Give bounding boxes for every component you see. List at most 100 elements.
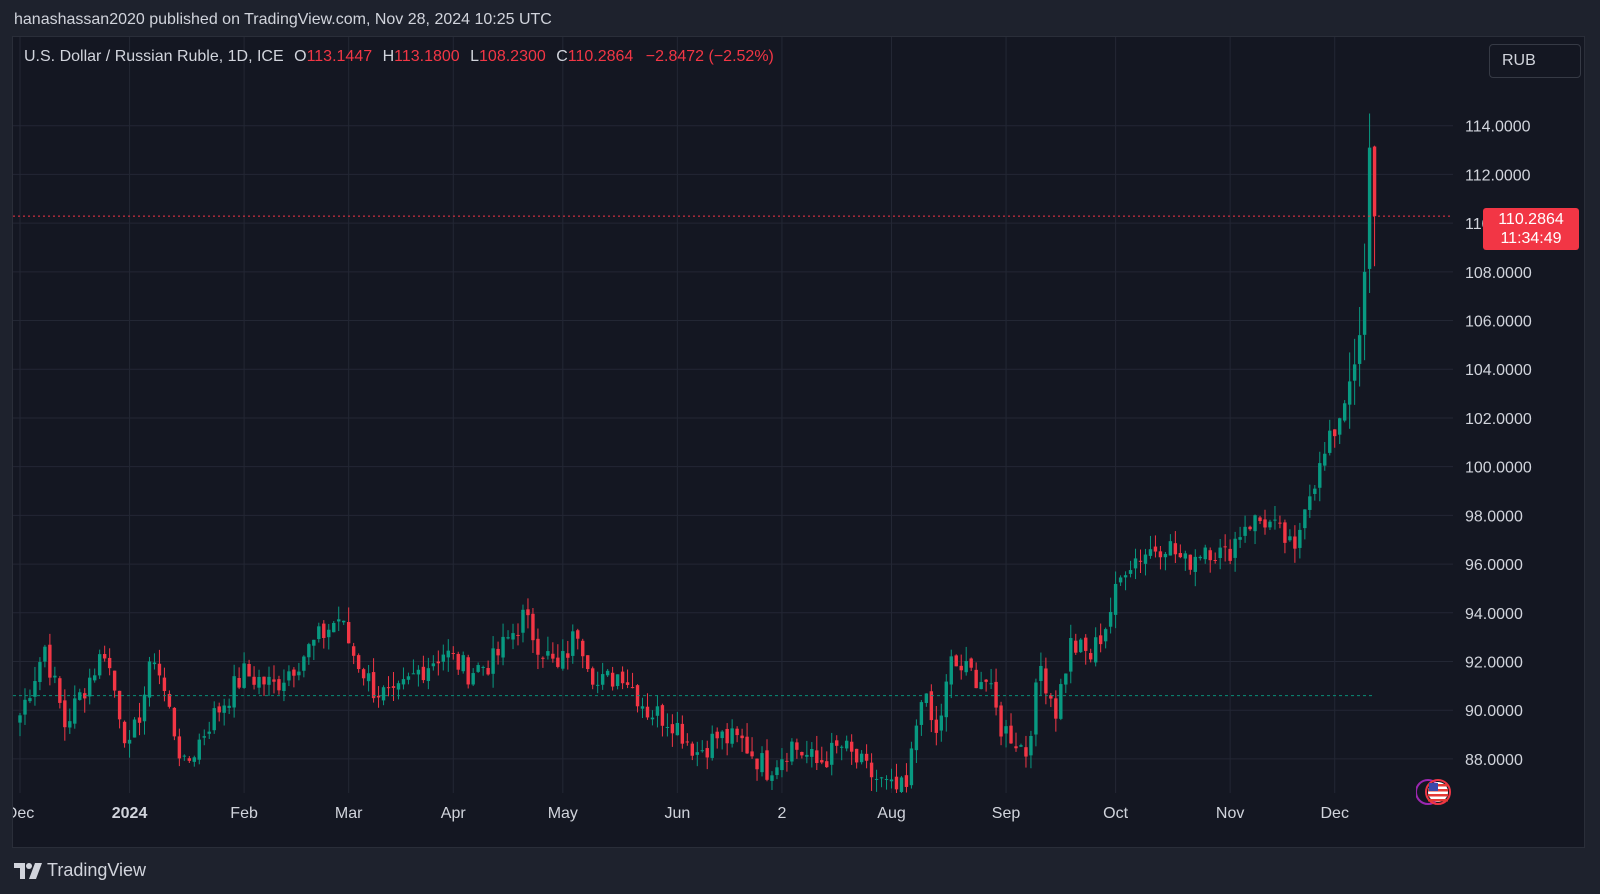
x-tick-label: Apr [441, 805, 467, 822]
candle-body [446, 650, 450, 658]
candle-body [1133, 558, 1138, 569]
candle-body [287, 671, 291, 681]
currency-button[interactable]: RUB [1489, 44, 1581, 78]
candle-body [346, 622, 351, 644]
candle-body [1298, 529, 1302, 548]
candle-body [840, 746, 844, 748]
chart-panel[interactable]: 114.0000112.0000110.0000108.0000106.0000… [12, 36, 1585, 848]
candle-body [740, 735, 744, 739]
candle-body [1223, 546, 1227, 548]
candle-body [127, 739, 132, 744]
candle-body [366, 673, 371, 682]
candle-body [919, 702, 924, 725]
candle-body [187, 758, 192, 761]
us-flag-event-icon[interactable] [1416, 778, 1462, 806]
candle-body [1362, 271, 1367, 335]
candle-body [969, 658, 973, 668]
candle-body [660, 705, 665, 726]
change-value: −2.8472 (−2.52%) [645, 48, 774, 65]
candle-body [88, 677, 92, 697]
candle-body [68, 721, 72, 728]
candle-body [894, 776, 899, 790]
candle-body [102, 654, 107, 659]
candle-body [964, 660, 968, 673]
candle-body [1103, 629, 1108, 642]
candle-body [1238, 537, 1242, 540]
x-tick-label: 2 [777, 805, 786, 822]
symbol-title[interactable]: U.S. Dollar / Russian Ruble, 1D, ICE [24, 48, 284, 65]
candle-body [337, 619, 341, 622]
candle-body [600, 674, 605, 685]
candle-body [292, 669, 296, 676]
candle-body [162, 677, 167, 691]
candle-body [1093, 637, 1098, 663]
candle-body [979, 682, 983, 690]
candle-body [864, 753, 869, 761]
bar-countdown: 11:34:49 [1500, 230, 1562, 247]
candle-body [536, 638, 540, 655]
candle-body [237, 677, 241, 688]
candle-body [1084, 637, 1088, 651]
candle-body [396, 683, 401, 690]
candle-body [630, 687, 635, 689]
candle-body [43, 646, 47, 662]
candle-body [421, 666, 426, 681]
candle-body [615, 674, 620, 687]
candle-body [132, 719, 137, 738]
candle-body [1074, 640, 1078, 653]
candlestick-chart[interactable]: 114.0000112.0000110.0000108.0000106.0000… [13, 37, 1586, 849]
candle-body [1233, 538, 1237, 558]
candle-body [730, 728, 734, 744]
candle-body [844, 740, 849, 749]
candle-body [765, 750, 769, 780]
candle-body [461, 655, 465, 672]
candle-body [202, 736, 206, 738]
candle-body [38, 662, 42, 683]
open-value: 113.1447 [306, 48, 373, 65]
candle-body [1014, 746, 1018, 749]
candle-body [620, 671, 625, 684]
candle-body [18, 715, 22, 723]
candle-body [1079, 639, 1083, 653]
candle-body [800, 751, 804, 756]
candle-body [1263, 519, 1267, 528]
x-tick-label: Dec [13, 805, 34, 822]
candle-body [1059, 684, 1063, 719]
candle-body [277, 679, 281, 691]
candle-body [1308, 496, 1312, 510]
candle-body [476, 665, 480, 672]
brand-footer[interactable]: TradingView [14, 860, 146, 881]
candle-body [1178, 553, 1183, 558]
candle-body [416, 669, 421, 675]
candle-body [152, 662, 157, 665]
candle-body [874, 778, 879, 780]
candle-body [750, 751, 754, 757]
candle-body [93, 675, 97, 681]
candle-body [506, 637, 510, 639]
candle-body [1118, 577, 1123, 583]
candle-body [645, 706, 650, 718]
candle-body [252, 676, 256, 685]
y-tick-label: 112.0000 [1465, 167, 1531, 184]
candle-body [1054, 698, 1058, 719]
candle-body [680, 723, 685, 744]
candle-body [556, 657, 560, 667]
candle-body [63, 700, 67, 728]
y-tick-label: 104.0000 [1465, 362, 1532, 379]
candle-body [854, 748, 859, 763]
candle-body [1173, 543, 1178, 555]
candle-body [849, 741, 854, 752]
candle-body [1044, 668, 1048, 694]
candle-body [989, 683, 993, 685]
candle-body [441, 654, 445, 662]
candle-body [1183, 553, 1188, 559]
candle-body [137, 717, 142, 723]
candle-body [830, 742, 834, 765]
candle-body [406, 676, 411, 680]
publish-info: hanashassan2020 published on TradingView… [14, 11, 552, 28]
candle-body [212, 708, 216, 731]
candle-body [1248, 526, 1252, 530]
candle-body [825, 761, 829, 768]
candles-group [18, 113, 1377, 793]
candle-body [356, 655, 361, 670]
